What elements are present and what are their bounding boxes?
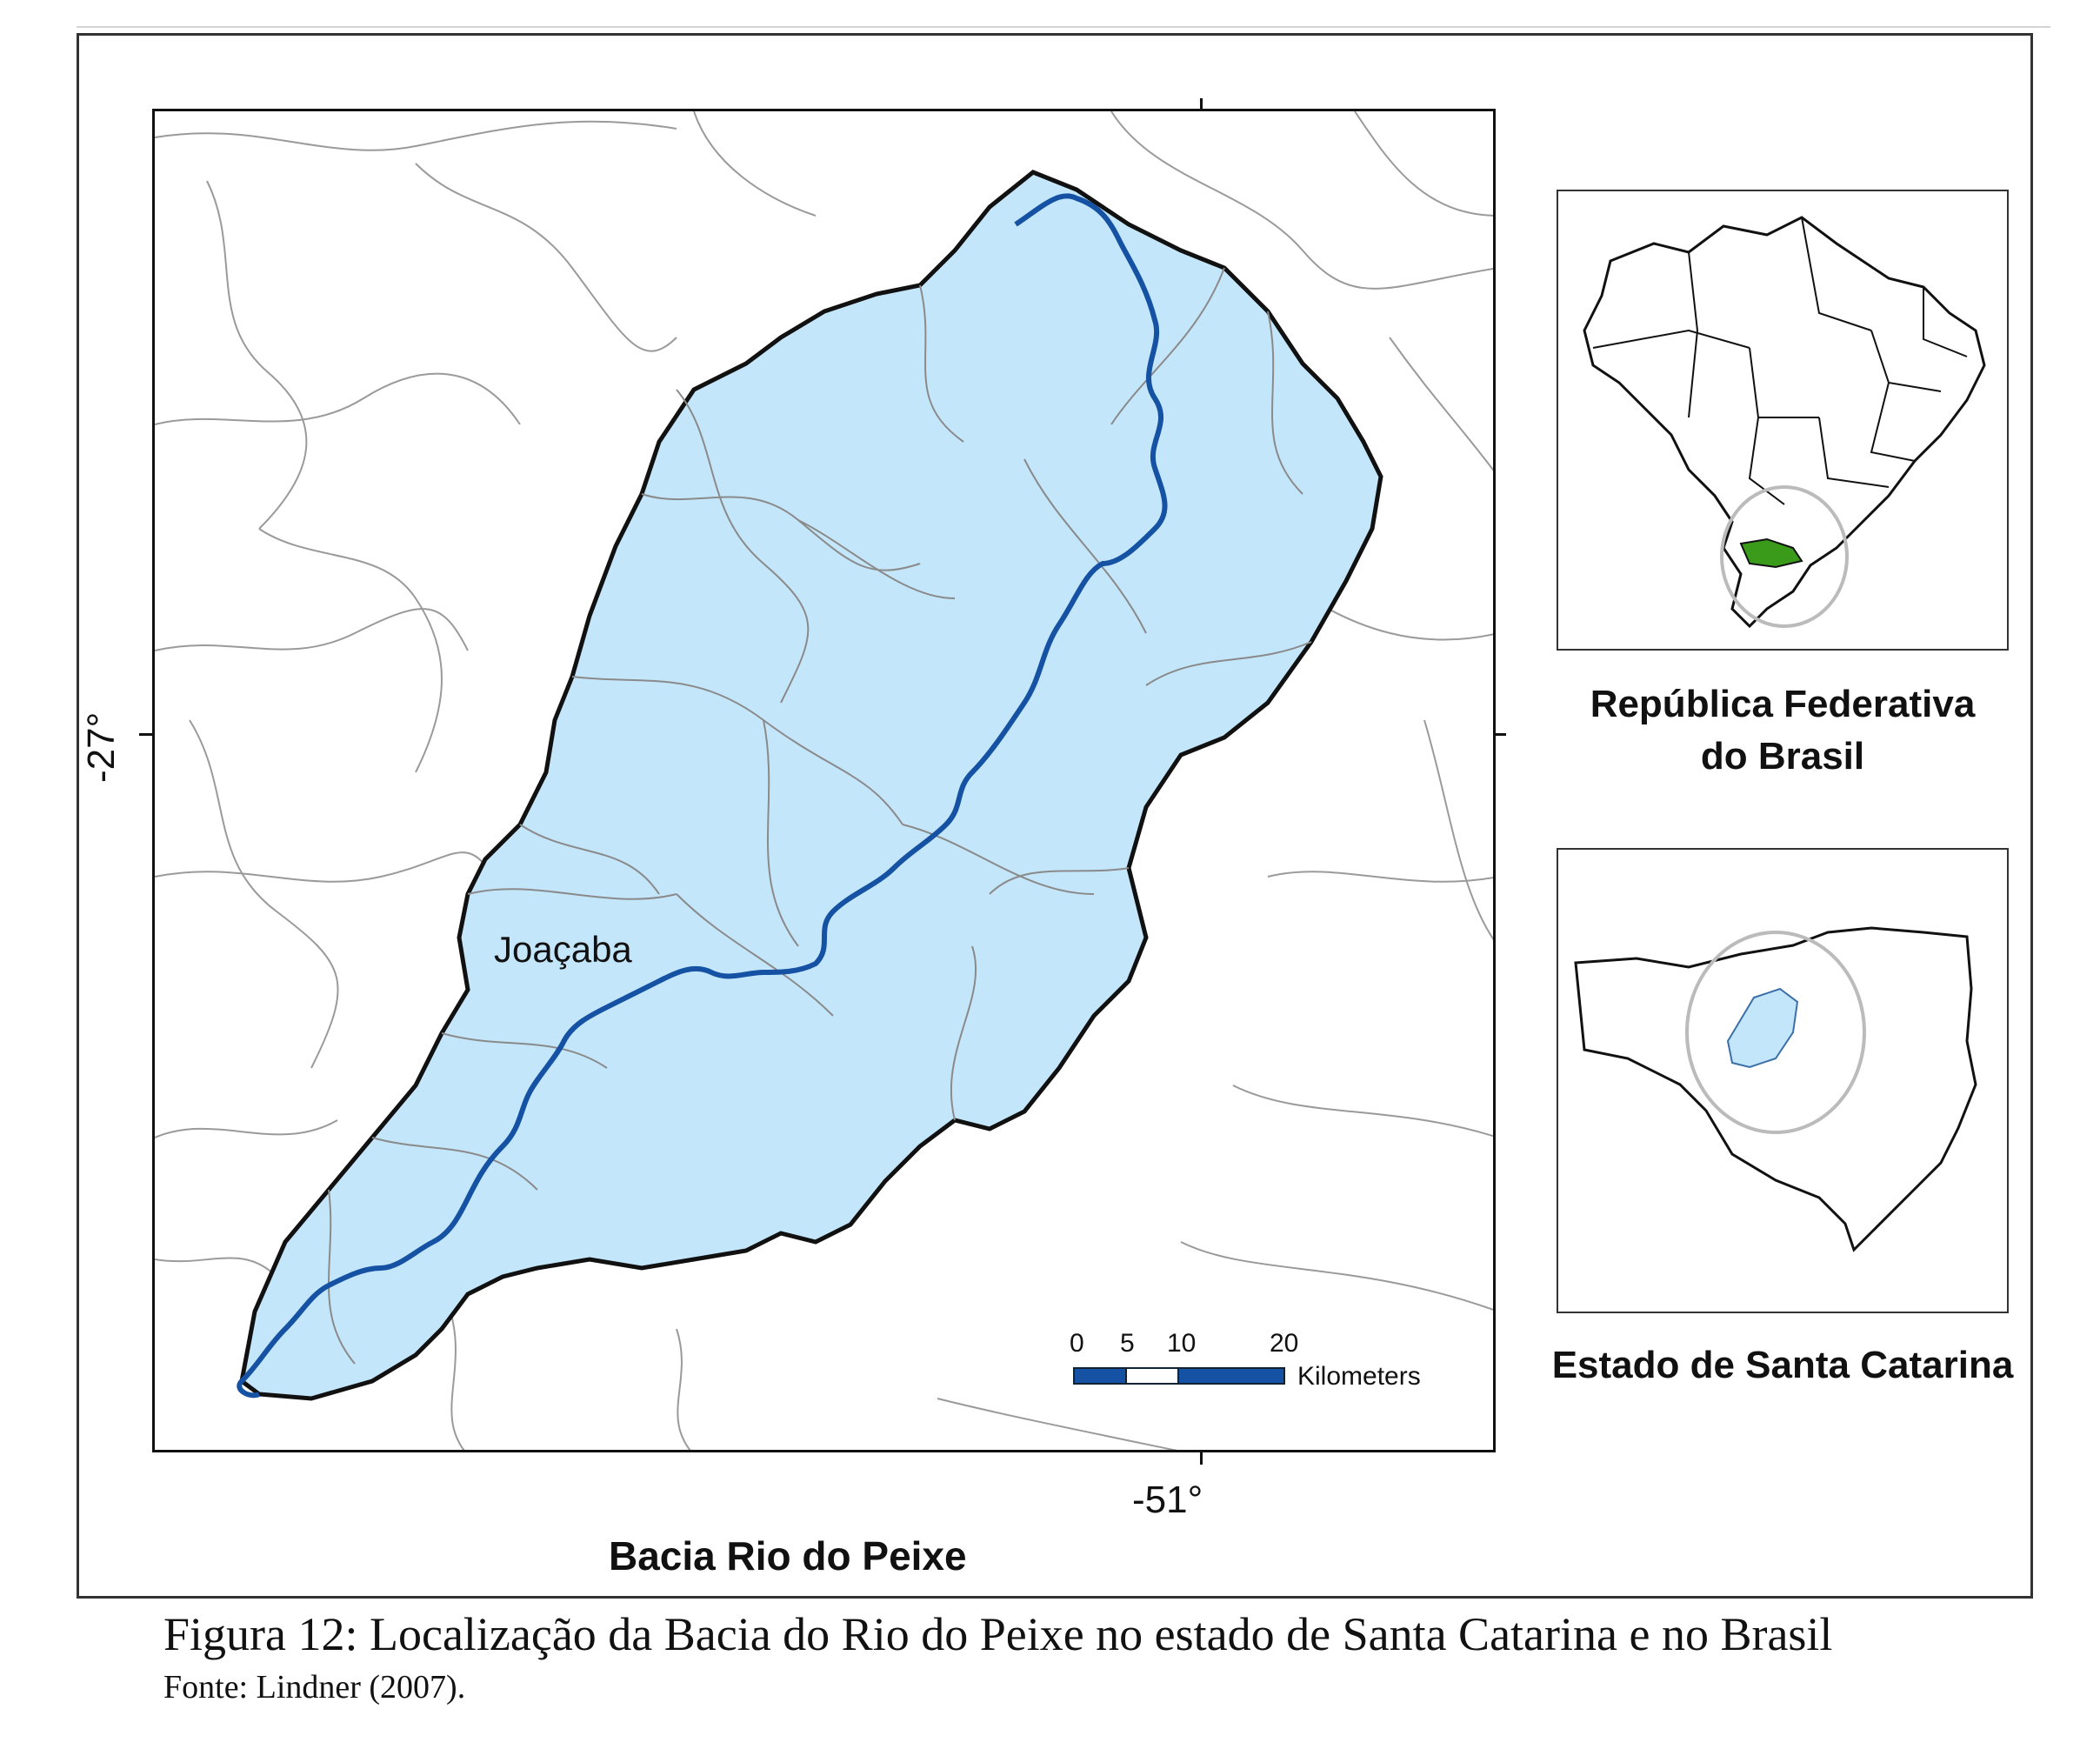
- scale-tick-10: 10: [1167, 1329, 1197, 1358]
- brasil-map-svg: [1583, 216, 1986, 629]
- inset-santa-catarina-map[interactable]: [1557, 848, 2009, 1313]
- scale-segment-3: [1177, 1367, 1285, 1385]
- lon-tick-top: [1200, 98, 1203, 110]
- top-rule: [77, 26, 2050, 28]
- santa-catarina-highlight: [1739, 537, 1803, 569]
- inset-brasil-title: República Federativa do Brasil: [1548, 678, 2017, 783]
- rio-do-peixe-river[interactable]: [237, 193, 1168, 1399]
- scale-unit-label: Kilometers: [1297, 1362, 1421, 1391]
- scale-segment-2: [1125, 1367, 1179, 1385]
- brasil-outline: [1583, 216, 1986, 629]
- latitude-label: -27°: [80, 711, 123, 783]
- scale-segment-1: [1073, 1367, 1127, 1385]
- figure-frame: [77, 33, 2033, 1599]
- inset-brasil-title-line1: República Federativa: [1590, 683, 1976, 725]
- lat-tick-left: [139, 733, 153, 736]
- locator-circle-sc: [1685, 931, 1866, 1134]
- inset-brasil-title-line2: do Brasil: [1700, 735, 1865, 778]
- longitude-label: -51°: [1132, 1479, 1203, 1521]
- map-title: Bacia Rio do Peixe: [609, 1533, 967, 1579]
- locator-circle-brasil: [1720, 485, 1849, 628]
- scale-tick-5: 5: [1120, 1329, 1135, 1358]
- figure-caption: Figura 12: Localização da Bacia do Rio d…: [163, 1608, 1833, 1660]
- municipal-boundaries: [155, 111, 1493, 1450]
- internal-boundaries: [328, 267, 1312, 1365]
- lat-tick-right: [1494, 733, 1506, 736]
- scale-tick-20: 20: [1270, 1329, 1299, 1358]
- santa-catarina-map-svg: [1574, 926, 1977, 1252]
- main-map[interactable]: [152, 109, 1496, 1452]
- inset-brasil-map[interactable]: [1557, 190, 2009, 651]
- brasil-state-boundaries: [1592, 217, 1968, 505]
- city-label-joacaba: Joaçaba: [494, 929, 632, 970]
- sc-basin-highlight: [1726, 987, 1799, 1069]
- santa-catarina-outline: [1574, 926, 1977, 1252]
- inset-sc-title: Estado de Santa Catarina: [1551, 1344, 2014, 1386]
- basin-map-svg: [155, 111, 1493, 1450]
- lon-tick-bottom: [1200, 1451, 1203, 1465]
- figure-source: Fonte: Lindner (2007).: [163, 1669, 466, 1706]
- scale-bar: 0 5 10 20 Kilometers: [1070, 1329, 1435, 1407]
- basin-polygon[interactable]: [239, 170, 1383, 1401]
- scale-tick-0: 0: [1070, 1329, 1084, 1358]
